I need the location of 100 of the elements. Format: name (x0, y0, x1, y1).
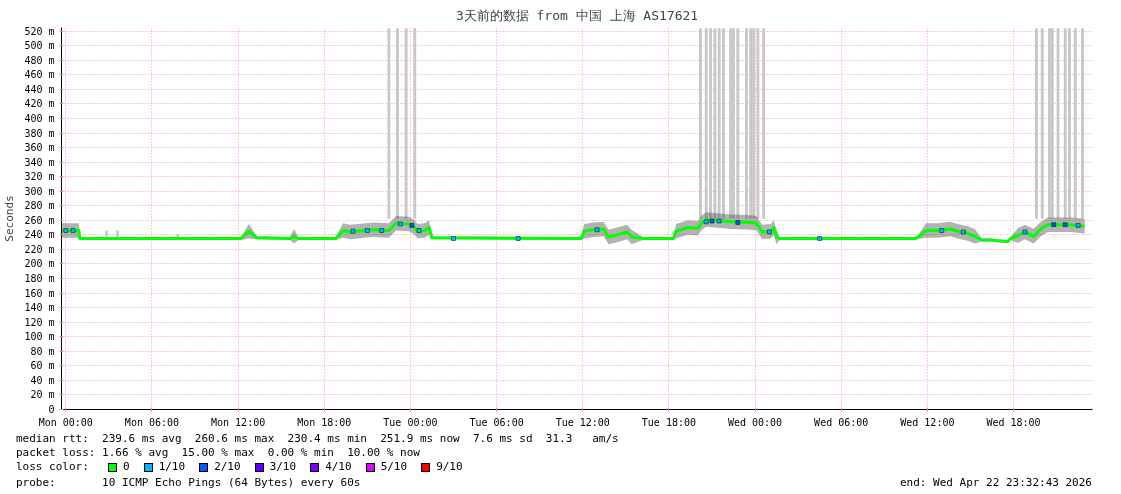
legend-label: 0 (123, 460, 130, 474)
bar (752, 28, 756, 219)
point (767, 229, 772, 235)
bar (713, 28, 717, 219)
point (817, 236, 822, 241)
point (70, 228, 76, 233)
point (1075, 223, 1081, 228)
point (379, 228, 384, 233)
text: end: Wed Apr 22 23:32:43 2026 (899, 476, 1092, 490)
x-tick-label: Mon 06:00 (124, 416, 180, 428)
bar (736, 28, 740, 219)
x-tick-label: Wed 00:00 (727, 416, 783, 428)
chart-title: 3天前的数据 from 中国 上海 AS17621 (455, 7, 699, 23)
y-tick-label: 320 m (24, 171, 55, 183)
bar (704, 28, 708, 219)
legend-label: 1/10 (158, 460, 186, 474)
text: median rtt: 239.6 ms avg 260.6 ms max 230.4 ms min 251.9 ms now 7.6 ms sd 31.3 am/s (16, 432, 619, 446)
point (716, 218, 722, 224)
legend-label: 3/10 (269, 460, 297, 474)
point (1022, 229, 1028, 235)
bar (1063, 28, 1067, 219)
bar (1081, 28, 1084, 219)
x-tick-label: Mon 12:00 (211, 416, 266, 428)
bar (699, 28, 702, 219)
y-tick-label: 400 m (24, 112, 55, 124)
bar (756, 28, 760, 219)
x-tick-label: Wed 06:00 (814, 416, 869, 428)
x-tick-label: Tue 06:00 (469, 416, 524, 428)
bar (1035, 28, 1038, 219)
text: packet loss: 1.66 % avg 15.00 % max 0.00 % min 10.00 % now (16, 446, 420, 460)
y-tick-label: 460 m (24, 69, 55, 81)
x-tick-label: Wed 12:00 (900, 416, 955, 428)
y-axis-title: Seconds (3, 195, 17, 242)
y-tick-label: 100 m (24, 331, 55, 343)
y-tick-label: 0 (48, 404, 55, 415)
y-tick-label: 60 m (30, 360, 55, 372)
bar (732, 28, 735, 219)
point (961, 229, 966, 235)
point (515, 236, 521, 241)
point (451, 236, 456, 241)
bar (387, 28, 391, 219)
legend-label: 9/10 (436, 460, 463, 474)
x-tick-label: Wed 18:00 (986, 416, 1041, 428)
bar (745, 28, 748, 219)
x-tick-label: Tue 00:00 (383, 416, 438, 428)
y-tick-label: 40 m (30, 374, 55, 386)
bar (396, 28, 399, 219)
y-tick-label: 440 m (24, 83, 55, 95)
point (409, 223, 415, 228)
point (709, 218, 715, 224)
y-tick-label: 120 m (24, 316, 55, 328)
bar (1040, 28, 1044, 219)
y-tick-label: 380 m (24, 127, 55, 139)
point (365, 228, 370, 233)
text: probe: 10 ICMP Echo Pings (64 Bytes) every 60s (16, 476, 361, 490)
y-tick-label: 80 m (30, 345, 55, 357)
y-tick-label: 200 m (24, 258, 55, 270)
bar (1047, 28, 1051, 219)
legend-title: loss color: (16, 460, 90, 474)
y-tick-label: 160 m (24, 287, 55, 299)
point (350, 228, 356, 234)
y-tick-label: 500 m (24, 40, 55, 52)
y-tick-label: 220 m (24, 243, 55, 255)
x-tick-label: Tue 12:00 (555, 416, 610, 428)
y-tick-label: 260 m (24, 214, 55, 226)
y-tick-label: 240 m (24, 229, 55, 241)
bar (1073, 28, 1077, 219)
bar (749, 28, 753, 219)
bar (722, 28, 725, 219)
bar (729, 28, 733, 219)
y-tick-label: 360 m (24, 142, 55, 154)
y-tick-label: 280 m (24, 200, 55, 212)
point (63, 228, 69, 233)
bar (404, 28, 408, 219)
bar (1050, 28, 1054, 219)
x-tick-label: Mon 18:00 (297, 416, 352, 428)
point (735, 220, 741, 225)
y-tick-label: 20 m (30, 389, 55, 401)
line-series (61, 218, 1087, 243)
point (398, 221, 403, 227)
y-tick-label: 420 m (24, 98, 55, 110)
point (1062, 222, 1068, 227)
point (416, 228, 422, 233)
legend-label: 5/10 (380, 460, 408, 474)
y-tick-label: 520 m (24, 25, 55, 37)
y-tick-label: 300 m (24, 185, 55, 197)
point (703, 219, 709, 225)
legend-label: 2/10 (214, 460, 241, 474)
x-tick-label: Mon 00:00 (38, 416, 93, 428)
x-tick-label: Tue 18:00 (641, 416, 696, 428)
y-tick-label: 180 m (24, 273, 55, 285)
bar (1068, 28, 1071, 219)
point (1051, 222, 1056, 227)
legend-label: 4/10 (325, 460, 352, 474)
point (594, 227, 600, 233)
y-tick-label: 140 m (24, 302, 55, 314)
y-tick-label: 340 m (24, 156, 55, 168)
y-tick-label: 480 m (24, 54, 55, 66)
bar (762, 28, 766, 219)
point (939, 228, 944, 233)
